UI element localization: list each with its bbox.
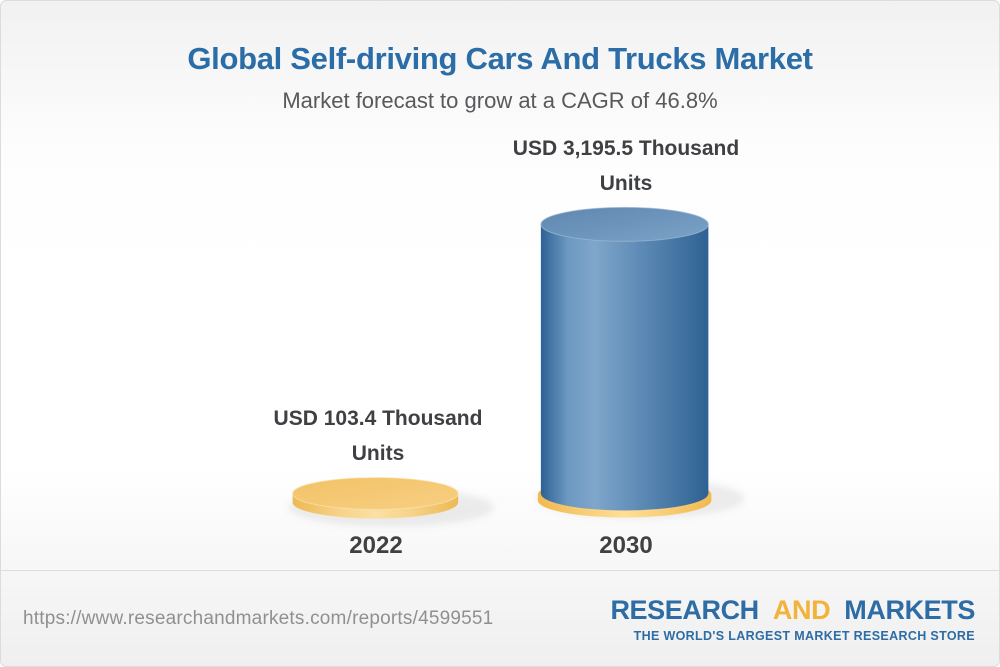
report-url: https://www.researchandmarkets.com/repor… [23,607,494,629]
logo-word-research: RESEARCH [610,594,759,625]
footer: https://www.researchandmarkets.com/repor… [1,570,999,666]
logo-word-and: AND [772,594,831,625]
logo-wordmark: RESEARCH AND MARKETS [610,595,975,626]
logo-tagline: THE WORLD'S LARGEST MARKET RESEARCH STOR… [633,628,975,643]
research-and-markets-logo: RESEARCH AND MARKETS THE WORLD'S LARGEST… [610,595,975,643]
value-label-2030-line1: USD 3,195.5 Thousand [512,137,740,160]
page-title: Global Self-driving Cars And Trucks Mark… [187,41,813,76]
logo-word-markets: MARKETS [844,594,975,625]
x-axis-label-2022: 2022 [349,532,403,559]
value-label-2022-line2: Units [351,442,405,465]
x-axis-label-2030: 2030 [599,532,653,559]
value-label-2022-line1: USD 103.4 Thousand [273,407,483,430]
value-label-2022: USD 103.4 Thousand Units [208,401,548,471]
chart-subtitle: Market forecast to grow at a CAGR of 46.… [282,88,718,113]
value-label-2030: USD 3,195.5 Thousand Units [456,131,796,201]
value-label-2030-line2: Units [599,172,653,195]
